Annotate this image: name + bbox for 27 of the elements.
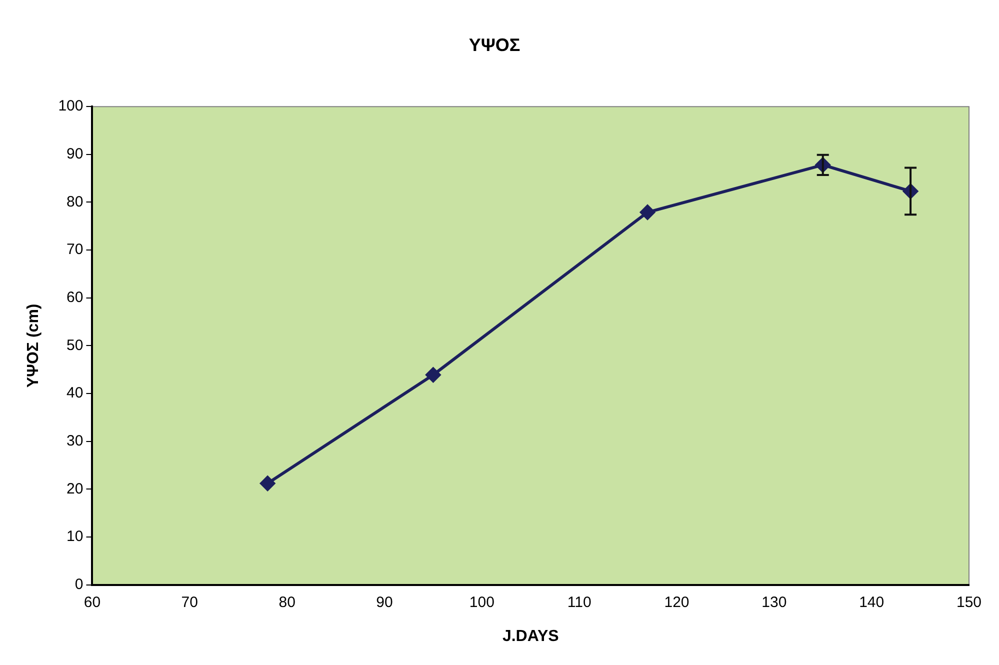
x-tick-label: 90 <box>376 594 393 611</box>
x-tick-label: 100 <box>469 594 494 611</box>
y-tick-label: 20 <box>66 480 84 498</box>
y-tick-label: 30 <box>66 432 84 450</box>
point <box>260 476 276 491</box>
point <box>426 367 441 382</box>
chart-title: ΥΨΟΣ <box>468 34 520 55</box>
x-tick-label: 80 <box>278 594 296 611</box>
x-tick-label: 110 <box>567 594 592 611</box>
y-tick-label: 40 <box>66 384 84 402</box>
y-axis-title: ΥΨΟΣ (cm) <box>25 304 42 388</box>
y-tick-label: 80 <box>66 193 84 210</box>
y-tick-label: 50 <box>66 336 84 354</box>
y-tick-label: 0 <box>74 576 84 593</box>
y-tick-label: 100 <box>58 98 84 115</box>
x-tick-label: 60 <box>84 594 101 611</box>
y-tick-label: 10 <box>66 528 84 546</box>
y-tick-label: 60 <box>66 289 84 306</box>
x-tick-label: 140 <box>859 594 884 611</box>
x-tick-label: 70 <box>181 594 198 611</box>
x-tick-label: 130 <box>762 594 787 611</box>
point <box>640 204 656 220</box>
x-tick-label: 120 <box>664 594 690 611</box>
x-tick-label: 150 <box>956 594 982 611</box>
x-axis-title: J.DAYS <box>502 628 560 645</box>
y-tick-label: 70 <box>66 241 84 258</box>
y-tick-label: 90 <box>66 146 84 163</box>
